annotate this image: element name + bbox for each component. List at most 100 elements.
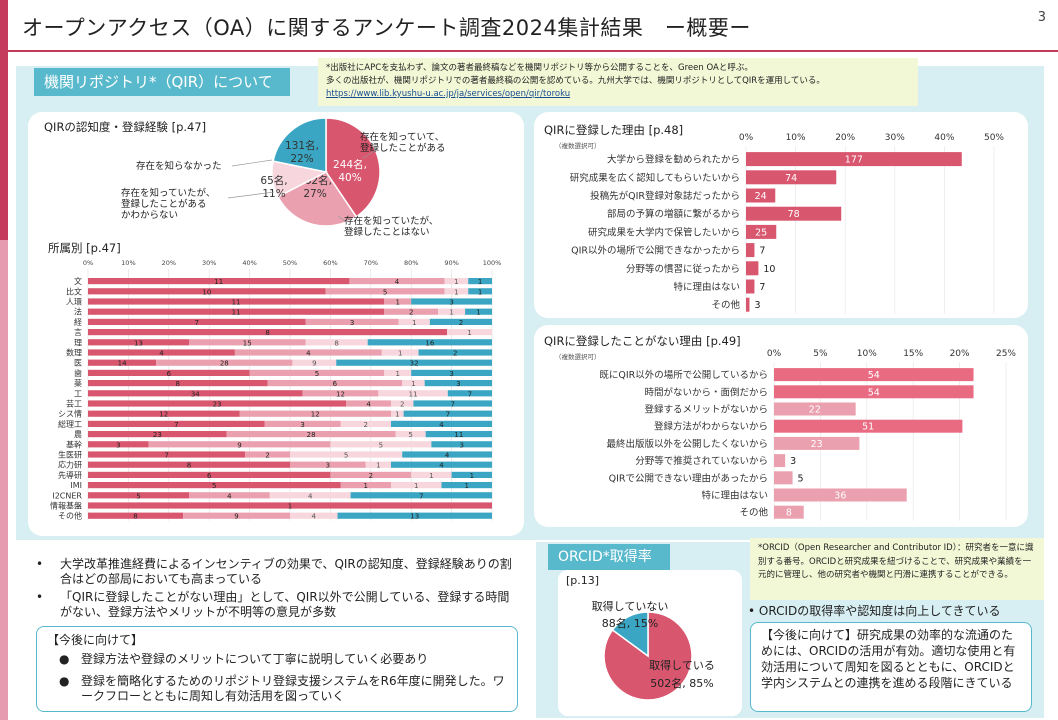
reason-bar-value: 24 — [755, 191, 767, 202]
dept-category-label: 情報基盤 — [50, 501, 82, 511]
page-title: オープンアクセス（OA）に関するアンケート調査2024集計結果 ー概要ー — [22, 16, 751, 40]
reason-category-label: 研究成果を大学内で保管したいから — [588, 226, 740, 238]
dept-x-tick: 10% — [121, 259, 135, 267]
dept-segment-label: 11 — [214, 278, 223, 286]
reason-x-tick: 30% — [885, 133, 905, 143]
reason-bar — [746, 188, 776, 203]
dept-category-label: 数理 — [66, 348, 82, 358]
reason-bar-value: 8 — [786, 508, 792, 519]
dept-segment-label: 10 — [202, 288, 211, 296]
dept-segment-label: 1 — [429, 472, 433, 480]
awareness-slice-label: 存在を知っていたが、 — [121, 187, 215, 199]
dept-category-label: 法 — [74, 307, 82, 317]
reason-bar-value: 54 — [868, 387, 880, 398]
dept-segment-label: 8 — [176, 380, 180, 388]
dept-bar-segment — [337, 512, 492, 519]
dept-x-tick: 40% — [242, 259, 256, 267]
qir-note-link[interactable]: https://www.lib.kyushu-u.ac.jp/ja/servic… — [326, 89, 571, 99]
dept-bar-segment — [325, 288, 445, 295]
reason-bar — [774, 368, 974, 382]
reason-category-label: 登録するメリットがないから — [644, 404, 768, 416]
dept-segment-label: 9 — [234, 513, 238, 521]
dept-bar-segment — [239, 410, 391, 417]
dept-segment-label: 7 — [450, 401, 454, 409]
dept-segment-label: 12 — [336, 390, 345, 398]
reason-bar — [746, 243, 755, 258]
dept-bar-segment — [305, 318, 399, 325]
dept-bar-segment — [340, 482, 391, 489]
dept-bar-segment — [425, 431, 492, 438]
orcid-slice-label: 取得している — [649, 659, 715, 672]
dept-bar-segment — [249, 369, 385, 376]
dept-bar-segment — [245, 451, 290, 458]
reason-bar — [746, 170, 837, 185]
dept-bar-segment — [398, 318, 430, 325]
reason-bar-value: 3 — [754, 300, 760, 311]
dept-segment-label: 3 — [449, 370, 453, 378]
dept-bar-segment — [88, 410, 240, 417]
dept-bar-segment — [391, 461, 492, 468]
dept-segment-label: 23 — [153, 431, 162, 439]
reason-category-label: 分野等の慣習に従ったから — [626, 263, 740, 275]
reason-category-label: その他 — [739, 507, 768, 519]
dept-category-label: 先導研 — [58, 470, 82, 480]
orcid-bullet: • ORCIDの取得率や認知度は向上してきている — [748, 604, 1001, 618]
dept-segment-label: 1 — [288, 503, 292, 511]
dept-segment-label: 2 — [459, 319, 463, 327]
reason-category-label: 大学から登録を勧められたから — [607, 154, 740, 166]
reason-bar — [774, 471, 793, 485]
dept-bar-segment — [88, 298, 385, 305]
dept-bar-segment — [88, 318, 306, 325]
qir-note-line1: *出版社にAPCを支払わず、論文の著者最終稿などを機関リポジトリ等から公開するこ… — [326, 63, 753, 73]
awareness-chart-title: QIRの認知度・登録経験 [p.47] — [44, 120, 207, 134]
dept-x-tick: 20% — [162, 259, 176, 267]
leader-line — [362, 149, 377, 159]
reason-category-label: 特に理由はない — [673, 281, 740, 293]
reason-category-label: QIR以外の場所で公開できなかったから — [571, 245, 740, 257]
dept-segment-label: 3 — [459, 441, 463, 449]
awareness-slice-value: 65名, — [260, 174, 287, 187]
dept-segment-label: 8 — [133, 513, 137, 521]
reason-bar-value: 10 — [763, 264, 775, 275]
qir-note-line2: 多くの出版社が、機関リポジトリでの著者最終稿の公開を認めている。九州大学では、機… — [326, 76, 825, 86]
dept-segment-label: 2 — [400, 401, 404, 409]
dept-segment-label: 4 — [159, 350, 164, 358]
dept-bar-segment — [234, 349, 382, 356]
awareness-slice-label: 存在を知っていて、 — [360, 131, 444, 143]
dept-segment-label: 7 — [164, 452, 168, 460]
dept-bar-segment — [88, 492, 189, 499]
awareness-slice-percent: 11% — [262, 188, 285, 200]
dept-bar-segment — [88, 482, 341, 489]
dept-segment-label: 23 — [213, 401, 222, 409]
dept-category-label: 基幹 — [66, 439, 82, 449]
dept-bar-segment — [330, 441, 432, 448]
dept-segment-label: 5 — [344, 452, 348, 460]
dept-bar-segment — [88, 359, 157, 366]
dept-bar-segment — [413, 400, 492, 407]
dept-segment-label: 1 — [395, 299, 399, 307]
reasons-not-registered-bar-chart: 0% 5% 10% 15% 20% 25% 既にQIR以外の場所で公開しているから 54 時間が… — [599, 349, 1016, 521]
future-title: 【今後に向けて】 — [47, 633, 144, 647]
dept-segment-label: 1 — [478, 278, 482, 286]
dept-segment-label: 4 — [439, 421, 444, 429]
dept-segment-label: 2 — [409, 309, 413, 317]
dept-segment-label: 15 — [243, 339, 252, 347]
dept-segment-label: 1 — [395, 370, 399, 378]
dept-segment-label: 11 — [454, 431, 463, 439]
dept-segment-label: 4 — [445, 452, 450, 460]
dept-category-label: 文 — [74, 276, 82, 286]
dept-segment-label: 2 — [453, 350, 457, 358]
dept-category-label: 医 — [74, 359, 82, 368]
dept-bar-segment — [305, 339, 368, 346]
reason-x-tick: 5% — [813, 349, 828, 359]
reason-bar-value: 7 — [759, 246, 765, 257]
dept-category-label: 理 — [74, 338, 82, 347]
dept-bar-segment — [346, 400, 391, 407]
dept-segment-label: 12 — [159, 411, 168, 419]
dept-bar-segment — [88, 461, 290, 468]
reason-bar-value: 5 — [798, 473, 804, 484]
awareness-pie-chart: 244名,40%162名,27%65名,11%131名,22%存在を知っていて、… — [121, 117, 446, 238]
dept-category-label: 芸工 — [66, 399, 82, 409]
dept-segment-label: 3 — [350, 319, 354, 327]
dept-bar-segment — [411, 298, 492, 305]
